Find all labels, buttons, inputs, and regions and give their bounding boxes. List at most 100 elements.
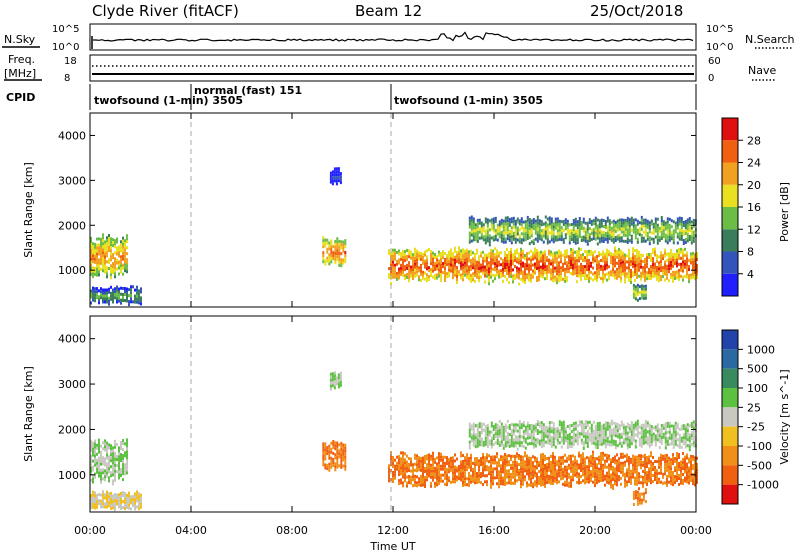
echo-cell [686,266,688,270]
echo-cell [90,506,92,510]
echo-cell [628,430,631,434]
echo-cell [664,440,667,444]
echo-cell [550,220,553,224]
echo-cell [678,468,680,471]
echo-cell [594,274,596,278]
echo-cell [444,461,446,465]
echo-cell [568,258,570,262]
echo-cell [568,454,570,458]
echo-cell [586,221,589,225]
echo-cell [468,271,470,275]
echo-cell [536,236,539,240]
echo-cell [644,468,646,472]
echo-cell [580,460,582,463]
echo-cell [446,272,448,276]
echo-cell [610,226,613,230]
echo-cell [440,255,442,258]
echo-cell [614,249,616,253]
echo-cell [522,482,524,486]
echo-cell [622,251,624,255]
echo-cell [488,276,490,280]
echo-cell [506,481,508,485]
echo-cell [532,254,534,258]
echo-cell [470,261,472,265]
echo-cell [436,480,438,484]
echo-cell [492,428,495,431]
echo-cell [512,481,514,485]
echo-cell [680,466,682,470]
echo-cell [568,475,570,479]
echo-cell [640,274,642,278]
echo-cell [670,263,672,267]
echo-cell [140,299,142,303]
echo-cell [94,287,96,291]
echo-cell [522,433,525,437]
echo-cell [636,289,639,293]
echo-cell [496,252,498,256]
echo-cell [476,435,479,439]
echo-cell [674,259,676,262]
echo-cell [508,256,510,260]
echo-cell [498,434,501,438]
echo-cell [548,456,550,460]
echo-cell [688,274,690,278]
echo-cell [596,224,599,228]
echo-cell [516,479,518,483]
echo-cell [606,219,609,223]
echo-cell [118,505,120,509]
echo-cell [486,426,489,430]
echo-cell [578,432,581,436]
echo-cell [494,216,497,220]
echo-cell [656,235,659,239]
echo-cell [108,234,110,237]
echo-cell [632,218,635,222]
echo-cell [484,424,487,428]
echo-cell [544,472,546,476]
echo-cell [596,472,598,476]
echo-cell [438,452,440,456]
echo-cell [510,248,512,251]
echo-cell [648,224,651,228]
echo-cell [136,294,138,298]
echo-cell [496,223,499,227]
echo-cell [552,222,555,226]
echo-cell [566,276,568,280]
echo-cell [676,232,679,236]
echo-cell [506,437,509,441]
echo-cell [442,265,444,269]
echo-cell [592,254,594,258]
echo-cell [660,480,662,484]
echo-cell [598,476,600,480]
echo-cell [108,498,110,502]
echo-cell [329,174,332,178]
echo-cell [678,228,681,232]
echo-cell [610,273,612,277]
echo-cell [536,438,539,441]
echo-cell [670,467,672,471]
echo-cell [616,480,618,484]
echo-cell [638,457,640,461]
echo-cell [696,471,698,475]
echo-cell [662,257,664,261]
echo-cell [684,232,687,235]
echo-cell [122,506,124,510]
echo-cell [572,222,575,225]
echo-cell [480,233,483,237]
echo-cell [334,453,337,457]
echo-cell [114,290,116,294]
echo-cell [92,480,94,484]
echo-cell [546,435,549,439]
echo-cell [582,256,584,259]
echo-cell [544,475,546,479]
echo-cell [335,176,338,180]
echo-cell [622,233,625,237]
echo-cell [530,442,533,445]
y-tick-label: 3000 [58,174,86,187]
echo-cell [566,443,569,446]
echo-cell [526,466,528,470]
echo-cell [612,228,615,232]
echo-cell [636,275,638,279]
echo-cell [514,265,516,268]
echo-cell [684,220,687,223]
echo-cell [444,258,446,261]
